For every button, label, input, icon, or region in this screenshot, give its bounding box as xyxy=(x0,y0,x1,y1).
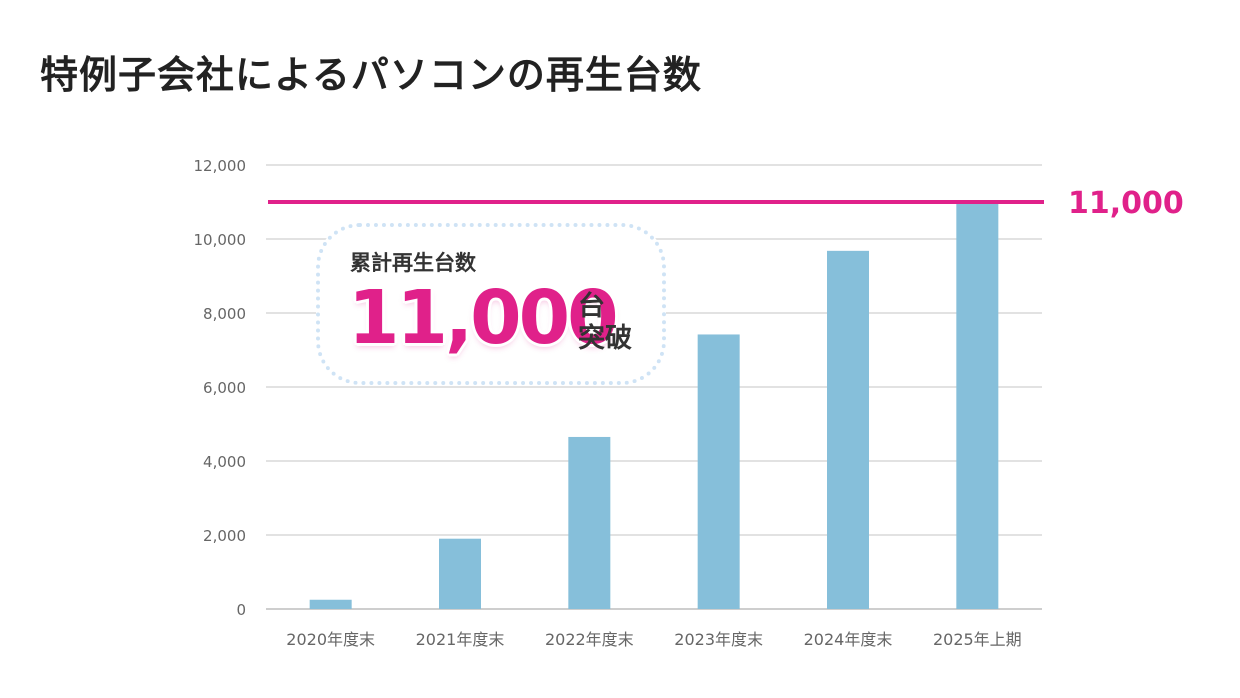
callout-unit-line2: 突破 xyxy=(578,323,632,354)
y-tick-label: 10,000 xyxy=(194,231,247,249)
callout-unit-line1: 台 xyxy=(578,291,605,322)
x-tick-label: 2024年度末 xyxy=(804,630,893,649)
bar xyxy=(568,436,611,609)
x-axis-ticks: 2020年度末 2021年度末 2022年度末 2023年度末 2024年度末 2025年… xyxy=(286,630,1021,649)
callout-label: 累計再生台数 xyxy=(350,251,476,275)
callout-unit: 台 突破 xyxy=(578,291,632,355)
bars xyxy=(309,203,999,609)
reference-line-label: 11,000 xyxy=(1068,186,1184,221)
x-tick-label: 2021年度末 xyxy=(416,630,505,649)
callout-number: 11,000 xyxy=(348,275,619,361)
x-tick-label: 2025年上期 xyxy=(933,630,1022,649)
bar xyxy=(309,599,352,609)
x-tick-label: 2020年度末 xyxy=(286,630,375,649)
cumulative-callout: 累計再生台数 11,000 台 突破 xyxy=(316,223,666,385)
y-tick-label: 6,000 xyxy=(203,379,246,397)
bar xyxy=(827,250,869,609)
y-tick-label: 12,000 xyxy=(194,157,247,175)
y-tick-label: 4,000 xyxy=(203,453,246,471)
page-title: 特例子会社によるパソコンの再生台数 xyxy=(40,53,702,97)
y-tick-label: 2,000 xyxy=(203,527,246,545)
bar xyxy=(439,538,481,609)
x-tick-label: 2022年度末 xyxy=(545,630,634,649)
y-tick-label: 0 xyxy=(236,601,246,619)
reference-line-group: 11,000 xyxy=(268,186,1184,221)
y-tick-label: 8,000 xyxy=(203,305,246,323)
bar xyxy=(956,203,999,609)
bar xyxy=(697,334,740,609)
y-axis-ticks: 0 2,000 4,000 6,000 8,000 10,000 12,000 xyxy=(194,157,247,619)
x-tick-label: 2023年度末 xyxy=(674,630,763,649)
